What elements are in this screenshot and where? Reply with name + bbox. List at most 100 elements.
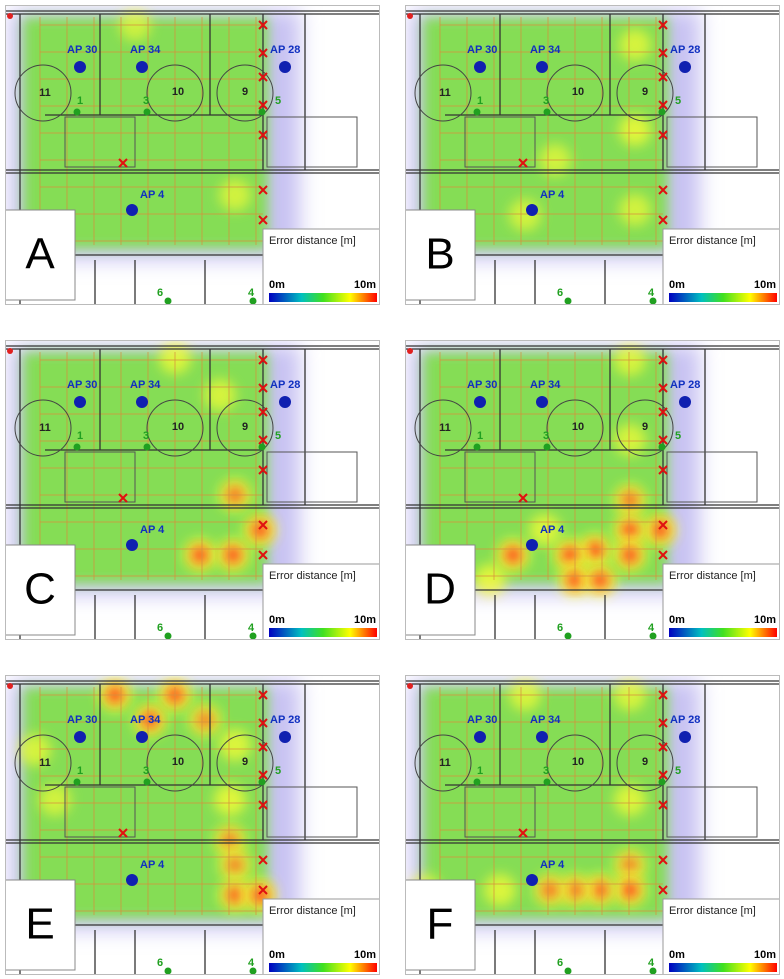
origin-marker	[407, 348, 413, 354]
legend-min: 0m	[269, 614, 285, 626]
bathroom	[464, 786, 536, 838]
room-arc	[616, 399, 674, 457]
x-marker	[658, 407, 668, 417]
room-arc	[546, 734, 604, 792]
panel-content: AP 30 AP 34 AP 28 AP 4 11 10 9 1 3 5 6 4 C Error dist…	[5, 340, 380, 640]
room-arc	[216, 399, 274, 457]
test-point	[143, 108, 151, 116]
access-point	[679, 61, 691, 73]
test-point	[473, 108, 481, 116]
x-marker	[658, 100, 668, 110]
legend-box	[262, 898, 380, 975]
heat-spot	[19, 734, 51, 766]
x-marker	[658, 72, 668, 82]
heat-spot	[204, 379, 236, 411]
ap-label: AP 30	[67, 379, 97, 391]
test-point	[658, 778, 666, 786]
test-point	[73, 443, 81, 451]
ap-label: AP 34	[530, 379, 561, 391]
room-arc	[216, 734, 274, 792]
panel-label: E	[25, 900, 54, 949]
point-label: 6	[157, 957, 163, 969]
bathroom	[464, 116, 536, 168]
room-label: 9	[242, 421, 248, 433]
x-marker	[258, 855, 268, 865]
ap-label: AP 30	[467, 714, 497, 726]
bathroom	[266, 451, 358, 503]
x-marker	[258, 383, 268, 393]
ap-label: AP 28	[670, 714, 700, 726]
test-point	[164, 632, 172, 640]
point-label: 6	[557, 957, 563, 969]
ap-label: AP 34	[130, 44, 161, 56]
access-point	[126, 874, 138, 886]
point-label: 4	[248, 957, 255, 969]
x-marker	[258, 520, 268, 530]
letter-box	[5, 209, 76, 301]
point-label: 4	[648, 622, 655, 634]
room-arc	[616, 64, 674, 122]
legend-max: 10m	[754, 614, 776, 626]
room-label: 11	[39, 87, 51, 99]
heat-core	[586, 541, 604, 559]
test-point	[258, 108, 266, 116]
access-point	[279, 61, 291, 73]
legend-bar	[669, 628, 777, 637]
legend-title: Error distance [m]	[669, 905, 756, 917]
x-marker	[118, 158, 128, 168]
letter-box	[405, 879, 476, 971]
panel-border	[5, 675, 380, 975]
legend-max: 10m	[754, 279, 776, 291]
access-point	[136, 61, 148, 73]
x-marker	[258, 800, 268, 810]
x-marker	[118, 493, 128, 503]
room-label: 11	[439, 757, 451, 769]
heat-core	[621, 881, 639, 899]
point-label: 3	[143, 765, 149, 777]
access-point	[136, 731, 148, 743]
ap-label: AP 30	[67, 44, 97, 56]
point-label: 6	[157, 622, 163, 634]
x-marker	[258, 742, 268, 752]
point-label: 5	[275, 765, 281, 777]
panel-content: AP 30 AP 34 AP 28 AP 4 11 10 9 1 3 5 6 4 A Error dist…	[5, 5, 380, 305]
bathroom	[266, 786, 358, 838]
test-point	[543, 778, 551, 786]
heat-core	[651, 521, 669, 539]
x-marker	[258, 770, 268, 780]
letter-box	[5, 544, 76, 636]
test-point	[658, 108, 666, 116]
bathroom	[266, 116, 358, 168]
ap-label: AP 28	[270, 44, 300, 56]
heat-spot	[219, 729, 251, 761]
heat-core	[621, 546, 639, 564]
x-marker	[658, 770, 668, 780]
panel-content: AP 30 AP 34 AP 28 AP 4 11 10 9 1 3 5 6 4 D Error dist…	[405, 340, 780, 640]
x-marker	[658, 718, 668, 728]
point-label: 3	[543, 765, 549, 777]
point-label: 6	[557, 622, 563, 634]
point-label: 3	[543, 95, 549, 107]
point-label: 1	[477, 765, 483, 777]
origin-marker	[407, 683, 413, 689]
access-point	[474, 731, 486, 743]
x-marker	[658, 465, 668, 475]
test-point	[543, 443, 551, 451]
bathroom	[464, 451, 536, 503]
access-point	[536, 731, 548, 743]
access-point	[74, 61, 86, 73]
ap-label: AP 28	[670, 379, 700, 391]
room-arc	[146, 64, 204, 122]
heat-spot	[619, 194, 651, 226]
heat-core	[591, 881, 609, 899]
heat-core	[541, 881, 559, 899]
test-point	[249, 967, 257, 975]
x-marker	[258, 355, 268, 365]
test-point	[249, 632, 257, 640]
bathroom	[666, 116, 758, 168]
x-marker	[658, 383, 668, 393]
access-point	[136, 396, 148, 408]
test-point	[649, 967, 657, 975]
x-marker	[118, 828, 128, 838]
